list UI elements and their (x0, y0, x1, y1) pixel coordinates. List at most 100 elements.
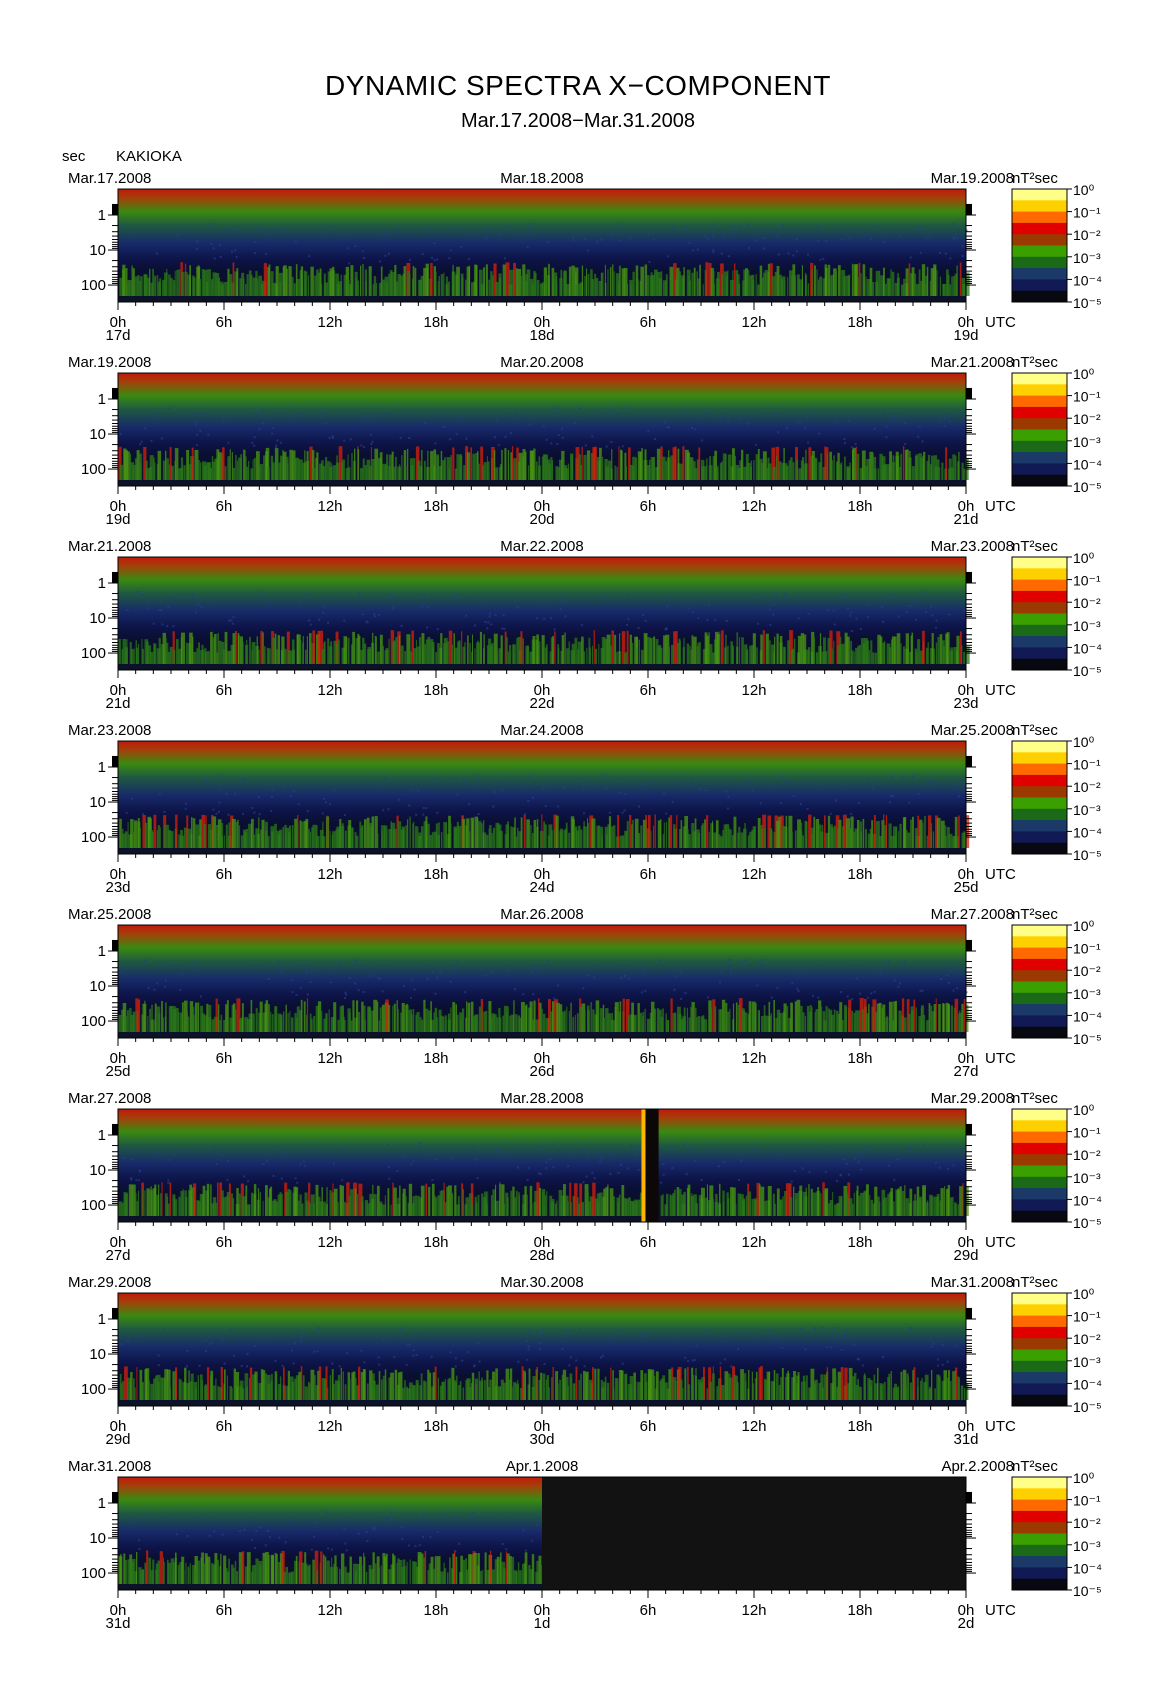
activity-burst (375, 637, 377, 664)
activity-burst (544, 454, 549, 480)
activity-burst (244, 832, 247, 848)
activity-burst (461, 1008, 465, 1032)
x-tick-label: 0h (958, 1050, 975, 1067)
activity-burst (931, 455, 935, 480)
activity-burst (874, 652, 877, 664)
day-label: 18d (529, 327, 554, 344)
noise-speckle (179, 989, 182, 991)
activity-burst (941, 462, 944, 480)
activity-burst (346, 1182, 350, 1216)
activity-burst (199, 819, 202, 848)
activity-burst (402, 829, 405, 848)
activity-burst (776, 266, 780, 296)
activity-burst (640, 649, 644, 664)
activity-burst (286, 268, 288, 296)
noise-speckle (798, 421, 801, 424)
noise-speckle (393, 596, 396, 599)
activity-burst (367, 1006, 371, 1032)
activity-burst (923, 1186, 925, 1216)
activity-burst (390, 1204, 392, 1216)
noise-speckle (491, 971, 494, 974)
activity-burst (416, 1012, 420, 1032)
activity-burst (650, 637, 653, 664)
panel-mid-date: Mar.18.2008 (500, 170, 583, 187)
activity-burst (800, 830, 803, 848)
noise-speckle (342, 233, 345, 235)
noise-speckle (290, 979, 293, 982)
noise-speckle (476, 775, 479, 778)
x-tick-label: 12h (317, 1234, 342, 1251)
activity-burst (448, 815, 451, 848)
noise-speckle (682, 781, 685, 784)
noise-speckle (378, 784, 381, 787)
activity-burst (579, 1183, 583, 1216)
activity-burst (446, 457, 451, 480)
activity-burst (310, 1369, 315, 1400)
activity-burst (735, 465, 739, 480)
noise-speckle (918, 225, 921, 228)
activity-burst (784, 1191, 788, 1216)
activity-burst (511, 446, 514, 480)
activity-burst (184, 1197, 188, 1216)
noise-speckle (365, 966, 368, 969)
activity-burst (238, 1193, 241, 1216)
noise-speckle (373, 414, 376, 417)
activity-burst (910, 819, 912, 848)
activity-burst (513, 262, 516, 296)
activity-burst (555, 466, 558, 480)
activity-burst (411, 630, 414, 664)
noise-speckle (432, 971, 435, 974)
noise-speckle (293, 789, 296, 792)
noise-speckle (795, 238, 798, 240)
activity-burst (392, 828, 397, 848)
activity-burst (214, 458, 218, 480)
noise-speckle (381, 990, 384, 993)
activity-burst (258, 1012, 261, 1032)
activity-burst (573, 826, 578, 848)
noise-speckle (605, 445, 608, 448)
activity-burst (513, 1197, 517, 1216)
activity-burst (605, 1008, 609, 1032)
noise-speckle (857, 1161, 860, 1164)
activity-burst (456, 454, 460, 480)
activity-burst (259, 1191, 261, 1216)
noise-speckle (807, 612, 810, 615)
panel-left-date: Mar.27.2008 (68, 1090, 151, 1107)
noise-speckle (321, 812, 324, 815)
activity-burst (289, 449, 293, 480)
activity-burst (881, 820, 885, 848)
noise-speckle (470, 234, 473, 237)
activity-burst (161, 1017, 164, 1032)
activity-burst (153, 643, 157, 664)
panel-left-date: Mar.29.2008 (68, 1274, 151, 1291)
activity-burst (808, 1184, 810, 1216)
noise-speckle (930, 605, 932, 608)
activity-burst (586, 268, 588, 296)
activity-burst (530, 450, 534, 480)
activity-burst (624, 652, 627, 664)
activity-burst (847, 829, 851, 848)
activity-burst (799, 1185, 803, 1216)
activity-burst (192, 818, 196, 848)
noise-speckle (266, 1159, 269, 1162)
activity-burst (921, 1005, 925, 1032)
colorbar-tick-label: 10⁻⁴ (1073, 272, 1102, 288)
panel-right-date: Mar.29.2008 (931, 1090, 1014, 1107)
activity-burst (160, 644, 165, 664)
activity-burst (605, 1187, 609, 1216)
activity-burst (452, 264, 454, 296)
activity-burst (954, 273, 958, 296)
noise-speckle (271, 432, 274, 435)
activity-burst (935, 815, 939, 848)
activity-burst (867, 833, 872, 848)
activity-burst (407, 647, 410, 664)
noise-speckle (835, 799, 838, 802)
noise-speckle (811, 410, 813, 413)
noise-speckle (734, 232, 737, 235)
activity-burst (319, 630, 323, 664)
x-tick-label: 12h (317, 314, 342, 331)
activity-burst (333, 1383, 335, 1400)
activity-burst (880, 275, 884, 296)
x-tick-label: 18h (423, 1234, 448, 1251)
